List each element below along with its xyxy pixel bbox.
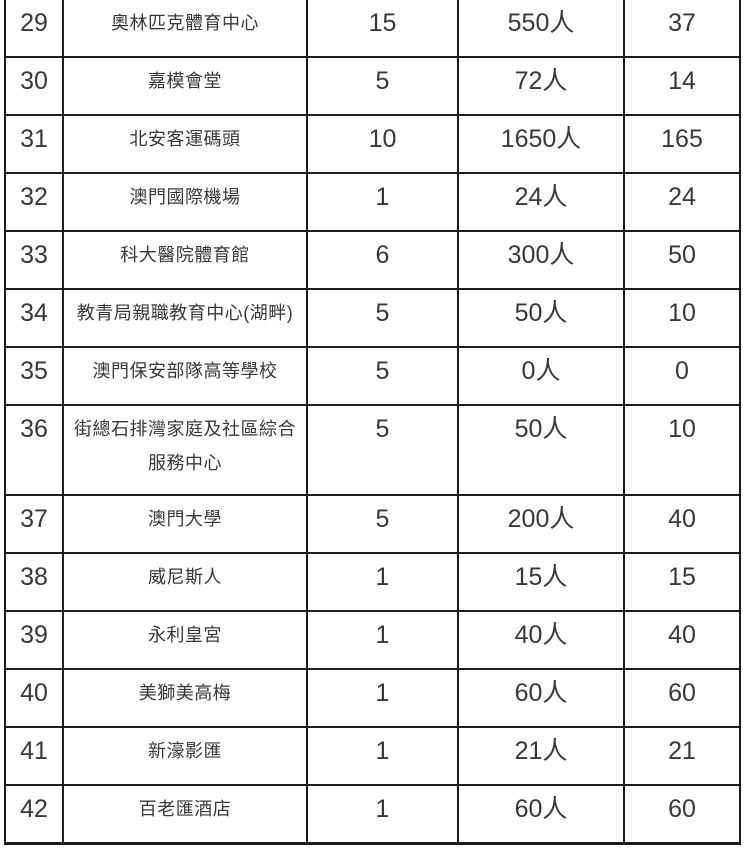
table-row: 31 北安客運碼頭 10 1650人 165 [4,114,741,174]
venue-name-cell: 新濠影匯 [62,726,308,786]
row-number-cell: 40 [4,668,64,728]
venue-name-cell: 美獅美高梅 [62,668,308,728]
sessions-cell: 1 [306,668,459,728]
row-number-cell: 32 [4,172,64,232]
table-row: 42 百老匯酒店 1 60人 60 [4,784,741,845]
table-row: 34 教青局親職教育中心(湖畔) 5 50人 10 [4,288,741,348]
per-session-cell: 165 [623,114,741,174]
per-session-cell: 37 [623,0,741,58]
table-row: 33 科大醫院體育館 6 300人 50 [4,230,741,290]
per-session-cell: 21 [623,726,741,786]
people-count-cell: 15人 [457,552,625,612]
venue-name-cell: 街總石排灣家庭及社區綜合 服務中心 [62,404,308,496]
venue-name-cell: 奧林匹克體育中心 [62,0,308,58]
row-number-cell: 42 [4,784,64,845]
per-session-cell: 0 [623,346,741,406]
sessions-cell: 5 [306,56,459,116]
people-count-cell: 50人 [457,404,625,496]
sessions-cell: 5 [306,404,459,496]
venue-name-cell: 澳門大學 [62,494,308,554]
per-session-cell: 50 [623,230,741,290]
sessions-cell: 15 [306,0,459,58]
per-session-cell: 60 [623,784,741,845]
per-session-cell: 10 [623,404,741,496]
row-number-cell: 41 [4,726,64,786]
venues-table: 29 奧林匹克體育中心 15 550人 37 30 嘉模會堂 5 72人 14 … [4,0,741,845]
people-count-cell: 0人 [457,346,625,406]
people-count-cell: 300人 [457,230,625,290]
table-row: 29 奧林匹克體育中心 15 550人 37 [4,0,741,58]
sessions-cell: 1 [306,172,459,232]
table-row: 37 澳門大學 5 200人 40 [4,494,741,554]
table-row: 38 威尼斯人 1 15人 15 [4,552,741,612]
row-number-cell: 36 [4,404,64,496]
row-number-cell: 35 [4,346,64,406]
sessions-cell: 5 [306,346,459,406]
people-count-cell: 40人 [457,610,625,670]
row-number-cell: 31 [4,114,64,174]
sessions-cell: 1 [306,784,459,845]
table-row: 41 新濠影匯 1 21人 21 [4,726,741,786]
people-count-cell: 60人 [457,668,625,728]
row-number-cell: 29 [4,0,64,58]
sessions-cell: 6 [306,230,459,290]
venue-name-cell: 教青局親職教育中心(湖畔) [62,288,308,348]
venue-name-cell: 百老匯酒店 [62,784,308,845]
row-number-cell: 33 [4,230,64,290]
per-session-cell: 40 [623,610,741,670]
venue-name-cell: 北安客運碼頭 [62,114,308,174]
per-session-cell: 14 [623,56,741,116]
per-session-cell: 40 [623,494,741,554]
sessions-cell: 1 [306,552,459,612]
sessions-cell: 5 [306,288,459,348]
sessions-cell: 1 [306,726,459,786]
venue-name-cell: 科大醫院體育館 [62,230,308,290]
people-count-cell: 21人 [457,726,625,786]
venue-name-cell: 威尼斯人 [62,552,308,612]
per-session-cell: 15 [623,552,741,612]
people-count-cell: 60人 [457,784,625,845]
table-row: 30 嘉模會堂 5 72人 14 [4,56,741,116]
row-number-cell: 34 [4,288,64,348]
per-session-cell: 24 [623,172,741,232]
people-count-cell: 72人 [457,56,625,116]
table-row: 35 澳門保安部隊高等學校 5 0人 0 [4,346,741,406]
per-session-cell: 60 [623,668,741,728]
venue-name-cell: 澳門國際機場 [62,172,308,232]
table-row: 40 美獅美高梅 1 60人 60 [4,668,741,728]
row-number-cell: 38 [4,552,64,612]
row-number-cell: 37 [4,494,64,554]
people-count-cell: 200人 [457,494,625,554]
per-session-cell: 10 [623,288,741,348]
table-row: 39 永利皇宮 1 40人 40 [4,610,741,670]
venue-name-cell: 嘉模會堂 [62,56,308,116]
row-number-cell: 39 [4,610,64,670]
sessions-cell: 10 [306,114,459,174]
row-number-cell: 30 [4,56,64,116]
people-count-cell: 50人 [457,288,625,348]
people-count-cell: 1650人 [457,114,625,174]
venue-name-cell: 澳門保安部隊高等學校 [62,346,308,406]
sessions-cell: 5 [306,494,459,554]
people-count-cell: 550人 [457,0,625,58]
people-count-cell: 24人 [457,172,625,232]
venue-name-cell: 永利皇宮 [62,610,308,670]
sessions-cell: 1 [306,610,459,670]
table-row: 36 街總石排灣家庭及社區綜合 服務中心 5 50人 10 [4,404,741,496]
table-row: 32 澳門國際機場 1 24人 24 [4,172,741,232]
